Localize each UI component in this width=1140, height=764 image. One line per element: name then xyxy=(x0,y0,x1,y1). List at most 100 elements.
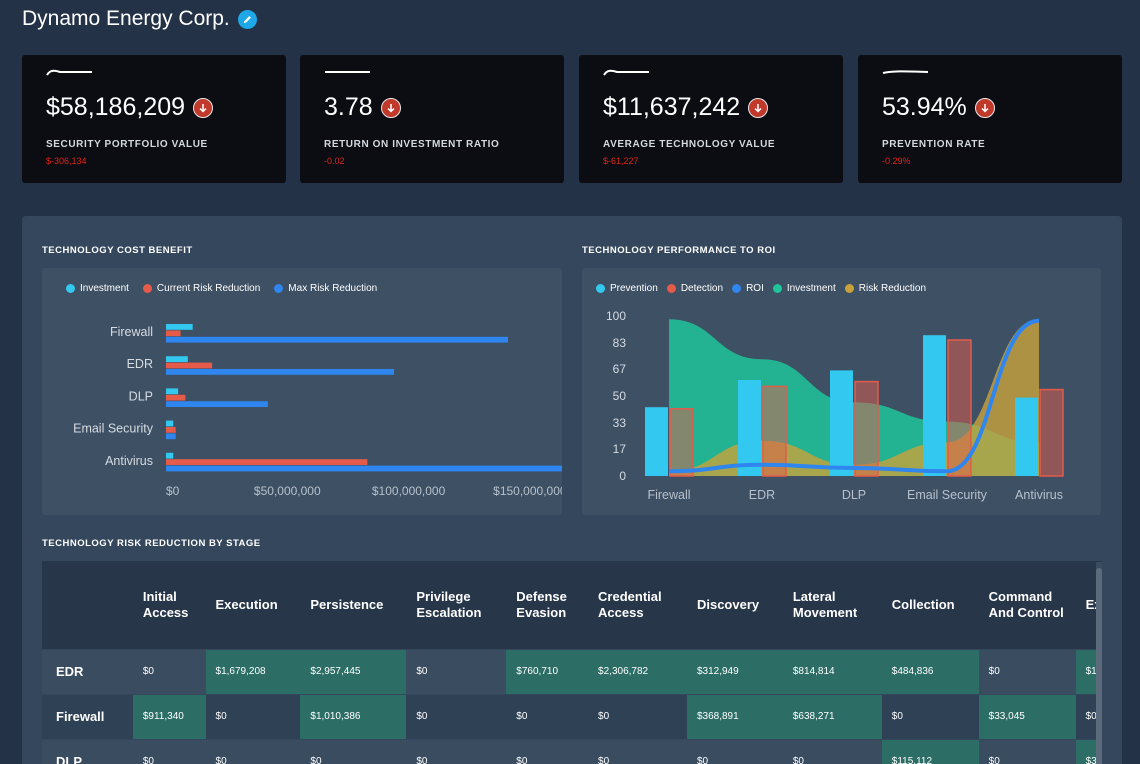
bar-investment[interactable] xyxy=(166,452,174,459)
table-scrollbar[interactable] xyxy=(1096,562,1102,764)
category-label: DLP xyxy=(129,389,153,403)
legend-item-max-risk-reduction[interactable]: Max Risk Reduction xyxy=(274,283,377,294)
legend-item-roi[interactable]: ROI xyxy=(732,283,764,294)
performance-chart-card: Prevention Detection ROI Investment Risk… xyxy=(582,268,1101,515)
legend-item-prevention[interactable]: Prevention xyxy=(596,283,658,294)
area-investment[interactable] xyxy=(669,319,1039,476)
bar-max-risk-reduction[interactable] xyxy=(166,369,395,375)
legend-item-investment[interactable]: Investment xyxy=(772,283,836,294)
row-header: DLP xyxy=(42,738,133,764)
y-tick-label: 0 xyxy=(619,469,626,483)
table-cell: $2,957,445 xyxy=(300,648,407,694)
bar-max-risk-reduction[interactable] xyxy=(166,336,509,343)
arrow-down-icon xyxy=(748,97,769,118)
analytics-panel: TECHNOLOGY COST BENEFIT TECHNOLOGY PERFO… xyxy=(22,216,1122,764)
kpi-card-average-technology-value: $11,637,242 AVERAGE TECHNOLOGY VALUE $-6… xyxy=(579,55,843,183)
header: Dynamo Energy Corp. xyxy=(22,6,257,32)
column-header[interactable]: Collection xyxy=(881,561,979,649)
y-tick-label: 100 xyxy=(606,309,626,323)
bar-prevention[interactable] xyxy=(923,335,946,476)
table-cell: $0 xyxy=(205,738,301,764)
column-header[interactable]: Lateral Movement xyxy=(782,561,882,649)
bar-current-risk-reduction[interactable] xyxy=(166,459,368,465)
column-header[interactable]: Initial Access xyxy=(132,561,206,649)
bar-prevention[interactable] xyxy=(645,407,668,476)
legend-dot-icon xyxy=(596,284,605,293)
legend-dot-icon xyxy=(772,284,782,293)
table-cell: $484,836 xyxy=(881,648,979,694)
y-tick-label: 83 xyxy=(613,336,627,350)
table-cell: $1,010,386 xyxy=(300,693,407,739)
table-cell: $0 xyxy=(132,738,206,764)
table-cell: $0 xyxy=(406,738,507,764)
y-tick-label: 67 xyxy=(613,362,627,376)
stage-table-container: Initial Access Execution Persistence Privil… xyxy=(42,561,1102,764)
column-header[interactable]: Execution xyxy=(205,561,301,649)
kpi-card-portfolio-value: $58,186,209 SECURITY PORTFOLIO VALUE $-3… xyxy=(22,55,286,183)
sparkline-icon xyxy=(603,69,649,76)
table-row: DLP $0 $0 $0 $0 $0 $0 $0 $0 $115,112 $0 $3 xyxy=(42,738,1102,764)
bar-investment[interactable] xyxy=(166,420,174,427)
column-header[interactable]: Command And Control xyxy=(978,561,1076,649)
bar-detection[interactable] xyxy=(762,385,787,477)
column-header[interactable]: Defense Evasion xyxy=(506,561,589,649)
table-cell: $33,045 xyxy=(978,693,1076,739)
table-cell: $0 xyxy=(300,738,407,764)
kpi-delta: $-306,134 xyxy=(46,156,87,166)
table-cell: $1,679,208 xyxy=(205,648,301,694)
x-tick-label: Antivirus xyxy=(1015,488,1063,502)
line-roi[interactable] xyxy=(668,318,1040,474)
bar-detection[interactable] xyxy=(854,380,879,477)
stage-table: Initial Access Execution Persistence Privil… xyxy=(42,561,1102,764)
cost-benefit-title: TECHNOLOGY COST BENEFIT xyxy=(42,245,193,256)
page-title: Dynamo Energy Corp. xyxy=(22,7,230,30)
bar-investment[interactable] xyxy=(166,356,188,362)
kpi-value: $11,637,242 xyxy=(603,93,741,121)
bar-max-risk-reduction[interactable] xyxy=(166,465,562,472)
bar-investment[interactable] xyxy=(166,324,193,330)
bar-max-risk-reduction[interactable] xyxy=(166,433,176,440)
legend-item-current-risk-reduction[interactable]: Current Risk Reduction xyxy=(142,283,260,294)
kpi-delta: -0.02 xyxy=(324,156,345,166)
kpi-value: 3.78 xyxy=(324,93,373,121)
bar-current-risk-reduction[interactable] xyxy=(166,427,176,433)
bar-current-risk-reduction[interactable] xyxy=(166,362,213,369)
legend-item-risk-reduction[interactable]: Risk Reduction xyxy=(844,283,926,294)
legend-item-investment[interactable]: Investment xyxy=(66,283,129,294)
category-label: EDR xyxy=(127,357,153,371)
bar-current-risk-reduction[interactable] xyxy=(166,394,186,401)
x-tick-label: $50,000,000 xyxy=(254,484,321,498)
kpi-label: AVERAGE TECHNOLOGY VALUE xyxy=(603,139,776,150)
kpi-card-roi-ratio: 3.78 RETURN ON INVESTMENT RATIO -0.02 xyxy=(300,55,564,183)
bar-investment[interactable] xyxy=(166,388,179,395)
bar-current-risk-reduction[interactable] xyxy=(166,330,181,337)
bar-max-risk-reduction[interactable] xyxy=(166,401,268,407)
y-tick-label: 33 xyxy=(613,416,627,430)
scrollbar-thumb[interactable] xyxy=(1096,568,1102,764)
area-risk-reduction[interactable] xyxy=(669,319,1039,476)
column-header[interactable]: Persistence xyxy=(300,561,407,649)
table-cell: $0 xyxy=(881,693,979,739)
table-cell: $0 xyxy=(588,693,687,739)
bar-detection[interactable] xyxy=(1039,388,1064,477)
table-cell: $0 xyxy=(406,648,507,694)
legend-dot-icon xyxy=(666,284,676,293)
column-header[interactable]: Discovery xyxy=(686,561,783,649)
column-header[interactable]: Privilege Escalation xyxy=(406,561,507,649)
bar-prevention[interactable] xyxy=(830,370,853,476)
legend-dot-icon xyxy=(274,284,284,293)
bar-detection[interactable] xyxy=(669,408,694,477)
legend-item-detection[interactable]: Detection xyxy=(666,283,723,294)
bar-detection[interactable] xyxy=(947,339,972,477)
edit-pencil-icon[interactable] xyxy=(237,9,257,29)
table-cell: $0 xyxy=(686,738,783,764)
bar-prevention[interactable] xyxy=(738,380,761,476)
column-header[interactable] xyxy=(42,561,133,649)
sparkline-icon xyxy=(325,71,370,73)
table-cell: $0 xyxy=(978,738,1076,764)
legend-dot-icon xyxy=(66,284,75,293)
bar-prevention[interactable] xyxy=(1015,397,1038,476)
column-header[interactable]: Credential Access xyxy=(588,561,687,649)
kpi-label: SECURITY PORTFOLIO VALUE xyxy=(46,139,208,150)
x-tick-label: $150,000,000 xyxy=(493,484,562,498)
